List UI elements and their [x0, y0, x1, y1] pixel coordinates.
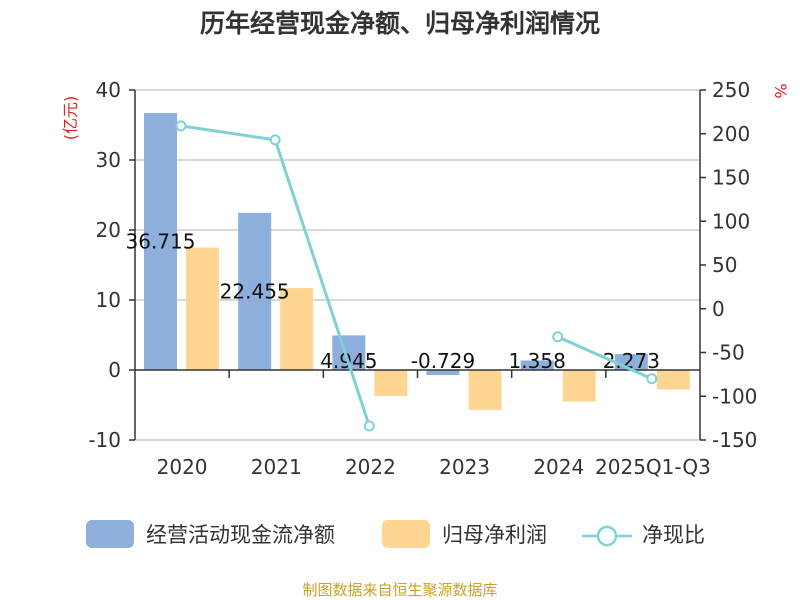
legend-label-profit: 归母净利润: [442, 523, 547, 547]
left-tick-label: 0: [108, 358, 121, 382]
cashflow-value-label: 36.715: [126, 229, 196, 253]
ratio-point: [552, 331, 564, 343]
category-label: 2020: [157, 455, 208, 479]
left-axis-unit: (亿元): [61, 96, 80, 141]
source-note: 制图数据来自恒生聚源数据库: [302, 581, 497, 599]
left-tick-label: 10: [96, 288, 121, 312]
right-tick-label: 0: [712, 297, 725, 321]
chart-title: 历年经营现金净额、归母净利润情况: [200, 9, 600, 38]
cashflow-bar: [520, 360, 554, 370]
left-tick-label: 30: [96, 148, 121, 172]
legend: 经营活动现金流净额 归母净利润 净现比: [86, 520, 705, 548]
right-tick-label: 50: [712, 253, 737, 277]
right-tick-label: 250: [712, 78, 750, 102]
profit-bar: [280, 288, 314, 370]
legend-label-cashflow: 经营活动现金流净额: [146, 523, 335, 547]
legend-label-ratio: 净现比: [642, 523, 705, 547]
profit-bar: [468, 370, 502, 410]
cashflow-bar: [144, 112, 177, 371]
cashflow-bar: [426, 370, 460, 376]
right-tick-label: 100: [712, 209, 750, 233]
cashflow-bar: [238, 212, 272, 370]
left-tick-label: 20: [96, 218, 121, 242]
axes: -10010203040-150-100-5005010015020025020…: [88, 78, 757, 479]
cashflow-value-label: 1.358: [509, 349, 566, 373]
profit-bar: [186, 247, 219, 370]
category-label: 2021: [251, 455, 302, 479]
category-label: 2023: [439, 455, 490, 479]
right-tick-label: 150: [712, 166, 750, 190]
bars: [144, 112, 690, 410]
right-axis-unit: %: [771, 83, 790, 98]
right-tick-label: -50: [712, 341, 745, 365]
profit-bar: [374, 370, 408, 396]
grid: [135, 89, 700, 441]
ratio-point: [269, 134, 281, 146]
ratio-point: [175, 120, 187, 132]
right-tick-label: -100: [712, 384, 757, 408]
category-label: 2025Q1-Q3: [595, 455, 711, 479]
legend-swatch-profit: [382, 520, 430, 548]
left-tick-label: -10: [88, 428, 121, 452]
ratio-line-segment: [557, 335, 653, 381]
legend-swatch-cashflow: [86, 520, 134, 548]
profit-bar: [656, 370, 690, 390]
category-label: 2024: [533, 455, 584, 479]
ratio-point: [363, 420, 375, 432]
right-tick-label: 200: [712, 122, 750, 146]
profit-bar: [562, 370, 596, 402]
ratio-point: [646, 373, 658, 385]
category-label: 2022: [345, 455, 396, 479]
right-tick-label: -150: [712, 428, 757, 452]
cashflow-value-label: -0.729: [411, 349, 475, 373]
left-tick-label: 40: [96, 78, 121, 102]
cashflow-value-label: 22.455: [220, 279, 290, 303]
ratio-line: [175, 120, 658, 432]
legend-marker-ratio: [596, 525, 618, 547]
